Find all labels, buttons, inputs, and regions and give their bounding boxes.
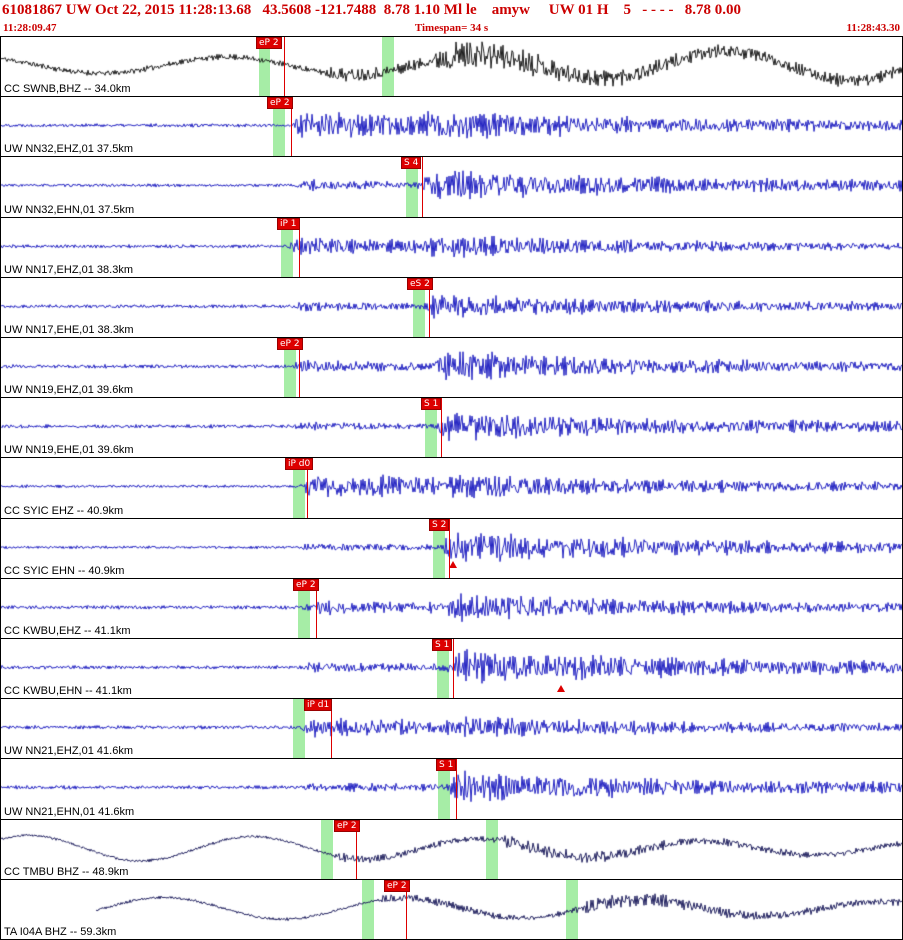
pick-line[interactable] bbox=[422, 157, 423, 217]
trace-panel[interactable]: CC KWBU,EHN -- 41.1km S 1 bbox=[1, 639, 902, 700]
window-end-time: 11:28:43.30 bbox=[846, 22, 900, 34]
station-label: CC SWNB,BHZ -- 34.0km bbox=[4, 83, 131, 96]
phase-pick-flag[interactable]: eP 2 bbox=[384, 879, 410, 892]
station-label: TA I04A BHZ -- 59.3km bbox=[4, 926, 117, 939]
station-label: UW NN21,EHZ,01 41.6km bbox=[4, 745, 133, 758]
trace-panel[interactable]: UW NN19,EHZ,01 39.6km eP 2 bbox=[1, 338, 902, 399]
pick-line[interactable] bbox=[441, 398, 442, 458]
trace-panel[interactable]: CC KWBU,EHZ -- 41.1km eP 2 bbox=[1, 578, 902, 640]
trace-panel[interactable]: CC SYIC EHN -- 40.9km S 2 bbox=[1, 518, 902, 579]
station-label: CC KWBU,EHN -- 41.1km bbox=[4, 685, 132, 698]
trace-panel[interactable]: UW NN17,EHZ,01 38.3km iP 1 bbox=[1, 217, 902, 278]
phase-pick-flag[interactable]: eP 2 bbox=[293, 578, 319, 591]
phase-pick-flag[interactable]: eP 2 bbox=[334, 819, 360, 832]
station-label: UW NN32,EHZ,01 37.5km bbox=[4, 143, 133, 156]
pick-line[interactable] bbox=[331, 699, 332, 759]
station-label: CC SYIC EHZ -- 40.9km bbox=[4, 504, 124, 517]
phase-pick-flag[interactable]: S 2 bbox=[429, 518, 450, 531]
pick-line[interactable] bbox=[291, 97, 292, 157]
trace-panel[interactable]: CC SYIC EHZ -- 40.9km iP d0 bbox=[1, 458, 902, 519]
station-label: CC SYIC EHN -- 40.9km bbox=[4, 564, 125, 577]
event-header: 61081867 UW Oct 22, 2015 11:28:13.68 43.… bbox=[2, 2, 741, 18]
phase-pick-flag[interactable]: eP 2 bbox=[277, 338, 303, 351]
phase-pick-flag[interactable]: iP d1 bbox=[304, 699, 333, 712]
trace-panel[interactable]: UW NN21,EHZ,01 41.6km iP d1 bbox=[1, 699, 902, 760]
timespan-label: Timespan= 34 s bbox=[414, 22, 489, 34]
pick-line[interactable] bbox=[356, 819, 357, 879]
trace-panel[interactable]: UW NN19,EHE,01 39.6km S 1 bbox=[1, 398, 902, 459]
waveform-canvas[interactable] bbox=[1, 578, 902, 638]
waveform-canvas[interactable] bbox=[1, 157, 902, 217]
waveform-canvas[interactable] bbox=[1, 819, 902, 879]
pick-line[interactable] bbox=[284, 37, 285, 97]
window-start-time: 11:28:09.47 bbox=[3, 22, 57, 34]
pick-line[interactable] bbox=[299, 338, 300, 398]
trace-panel[interactable]: UW NN32,EHZ,01 37.5km eP 2 bbox=[1, 97, 902, 158]
pick-line[interactable] bbox=[456, 759, 457, 819]
phase-pick-flag[interactable]: eP 2 bbox=[267, 97, 293, 110]
pick-marker-triangle[interactable] bbox=[449, 561, 457, 569]
time-bar: 11:28:09.47 Timespan= 34 s 11:28:43.30 bbox=[0, 20, 903, 36]
waveform-canvas[interactable] bbox=[1, 217, 902, 277]
trace-panel[interactable]: UW NN32,EHN,01 37.5km S 4 bbox=[1, 157, 902, 218]
phase-pick-flag[interactable]: S 1 bbox=[436, 759, 457, 772]
trace-panel[interactable]: UW NN17,EHE,01 38.3km eS 2 bbox=[1, 277, 902, 339]
pick-line[interactable] bbox=[406, 879, 407, 940]
phase-pick-flag[interactable]: S 1 bbox=[421, 398, 442, 411]
phase-pick-flag[interactable]: iP 1 bbox=[277, 217, 300, 230]
pick-line[interactable] bbox=[299, 217, 300, 277]
station-label: CC TMBU BHZ -- 48.9km bbox=[4, 865, 129, 878]
waveform-canvas[interactable] bbox=[1, 398, 902, 458]
station-label: UW NN19,EHE,01 39.6km bbox=[4, 444, 134, 457]
station-label: UW NN21,EHN,01 41.6km bbox=[4, 805, 135, 818]
pick-line[interactable] bbox=[307, 458, 308, 518]
trace-panel[interactable]: TA I04A BHZ -- 59.3km eP 2 bbox=[1, 879, 902, 940]
waveform-canvas[interactable] bbox=[1, 37, 902, 96]
station-label: UW NN17,EHE,01 38.3km bbox=[4, 324, 134, 337]
pick-line[interactable] bbox=[429, 277, 430, 338]
station-label: UW NN32,EHN,01 37.5km bbox=[4, 203, 135, 216]
phase-pick-flag[interactable]: eP 2 bbox=[256, 37, 282, 49]
station-label: UW NN17,EHZ,01 38.3km bbox=[4, 263, 133, 276]
phase-pick-flag[interactable]: S 4 bbox=[401, 157, 422, 170]
waveform-canvas[interactable] bbox=[1, 879, 902, 939]
phase-pick-flag[interactable]: eS 2 bbox=[407, 277, 433, 290]
pick-line[interactable] bbox=[316, 578, 317, 639]
trace-panel[interactable]: CC TMBU BHZ -- 48.9km eP 2 bbox=[1, 819, 902, 880]
station-label: CC KWBU,EHZ -- 41.1km bbox=[4, 625, 131, 638]
pick-marker-triangle[interactable] bbox=[557, 685, 565, 693]
phase-pick-flag[interactable]: S 1 bbox=[432, 639, 453, 652]
phase-pick-flag[interactable]: iP d0 bbox=[285, 458, 314, 471]
station-label: UW NN19,EHZ,01 39.6km bbox=[4, 384, 133, 397]
waveform-canvas[interactable] bbox=[1, 518, 902, 578]
waveform-canvas[interactable] bbox=[1, 338, 902, 398]
trace-panels: CC SWNB,BHZ -- 34.0km eP 2 UW NN32,EHZ,0… bbox=[0, 36, 903, 940]
pick-line[interactable] bbox=[449, 518, 450, 578]
trace-panel[interactable]: UW NN21,EHN,01 41.6km S 1 bbox=[1, 759, 902, 820]
pick-line[interactable] bbox=[453, 639, 454, 699]
waveform-canvas[interactable] bbox=[1, 699, 902, 759]
waveform-canvas[interactable] bbox=[1, 277, 902, 337]
waveform-canvas[interactable] bbox=[1, 97, 902, 157]
waveform-canvas[interactable] bbox=[1, 458, 902, 518]
trace-panel[interactable]: CC SWNB,BHZ -- 34.0km eP 2 bbox=[1, 37, 902, 98]
